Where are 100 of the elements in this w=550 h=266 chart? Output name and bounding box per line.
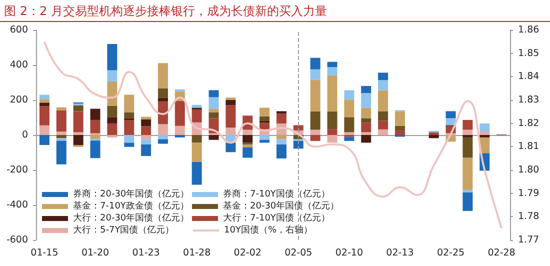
bar (73, 111, 84, 132)
y2-tick-label: 1.86 (518, 24, 540, 36)
bar (158, 88, 168, 98)
legend-label: 大行：5-7Y国债（亿元） (73, 224, 174, 236)
bar (378, 111, 388, 121)
x-tick-label: 01-23 (132, 248, 160, 258)
bar (446, 111, 456, 118)
bar (158, 124, 168, 135)
bar (73, 132, 84, 135)
bar (293, 140, 304, 149)
bar (260, 108, 270, 116)
bar (327, 76, 338, 112)
bar (276, 111, 286, 114)
y2-tick-label: 1.84 (518, 71, 540, 82)
bar (260, 116, 270, 121)
bar (107, 44, 118, 70)
legend-label: 大行：7-10Y国债（亿元） (223, 212, 330, 224)
bar (39, 125, 50, 135)
bar (462, 192, 473, 211)
bar (276, 114, 286, 124)
y2-tick-label: 1.78 (518, 211, 540, 222)
bar (344, 132, 354, 135)
bar (208, 90, 219, 98)
bar (208, 135, 219, 140)
bar (242, 130, 253, 135)
bar (226, 128, 236, 135)
legend-label: 大行：20-30年国债（亿元） (73, 212, 190, 224)
bar (107, 106, 118, 118)
bar (344, 100, 354, 118)
y2-tick-label: 1.77 (518, 234, 540, 246)
bar (39, 102, 50, 106)
bar (192, 135, 202, 143)
y2-tick-label: 1.80 (518, 164, 540, 176)
bar (462, 137, 473, 158)
bar (39, 94, 50, 100)
bar (276, 139, 286, 144)
bar (226, 105, 236, 128)
bar (480, 132, 490, 135)
y2-tick-label: 1.85 (518, 48, 540, 59)
bar (124, 112, 134, 119)
x-tick-label: 01-15 (30, 248, 58, 258)
bar (141, 126, 152, 135)
bar (141, 144, 152, 156)
bar (158, 98, 168, 102)
bar (158, 135, 168, 140)
y2-tick-label: 1.83 (518, 94, 540, 106)
bar (124, 120, 134, 135)
bar (293, 125, 304, 130)
x-tick-label: 02-02 (234, 248, 262, 258)
bar (344, 136, 354, 141)
bar (394, 126, 405, 130)
bar (141, 139, 152, 144)
bar (361, 135, 372, 143)
bar (56, 135, 66, 138)
x-tick-label: 01-20 (81, 248, 110, 258)
bar (158, 63, 168, 88)
bar (192, 142, 202, 162)
bar (462, 190, 473, 192)
bar (361, 108, 372, 118)
x-tick-label: 01-28 (183, 248, 211, 258)
bar (242, 144, 253, 148)
bar (310, 130, 320, 135)
bar (378, 90, 388, 112)
bar (39, 106, 50, 126)
bar (56, 107, 66, 110)
y2-tick-label: 1.79 (518, 188, 540, 199)
bar (361, 118, 372, 123)
bar (39, 99, 50, 103)
bar (428, 135, 439, 138)
bar (462, 120, 473, 130)
bar (208, 108, 219, 112)
bar (174, 100, 185, 126)
bar (394, 111, 405, 126)
y-tick-label: 0 (22, 130, 28, 140)
y-tick-label: 400 (10, 60, 28, 70)
bar (73, 135, 84, 146)
x-tick-label: 02-13 (386, 248, 414, 258)
bar (378, 120, 388, 130)
x-tick-label: 02-05 (284, 248, 312, 258)
bar (327, 62, 338, 68)
bar (327, 135, 338, 143)
bar (462, 130, 473, 135)
bar (39, 135, 50, 145)
bar (378, 129, 388, 135)
bar (361, 122, 372, 132)
bar (327, 112, 338, 130)
x-tick-label: 02-28 (488, 248, 516, 258)
x-tick-label: 02-25 (436, 248, 465, 258)
legend-label: 券商：20-30年国债（亿元） (73, 188, 190, 200)
bar (208, 97, 219, 109)
bar (56, 110, 66, 132)
bar (192, 162, 202, 185)
bar (446, 118, 456, 126)
bar (310, 69, 320, 80)
bar (107, 123, 118, 135)
bar (107, 70, 118, 82)
y-tick-label: -600 (6, 234, 28, 246)
bar (394, 130, 405, 135)
y-tick-label: 600 (10, 24, 28, 36)
bar (242, 147, 253, 158)
